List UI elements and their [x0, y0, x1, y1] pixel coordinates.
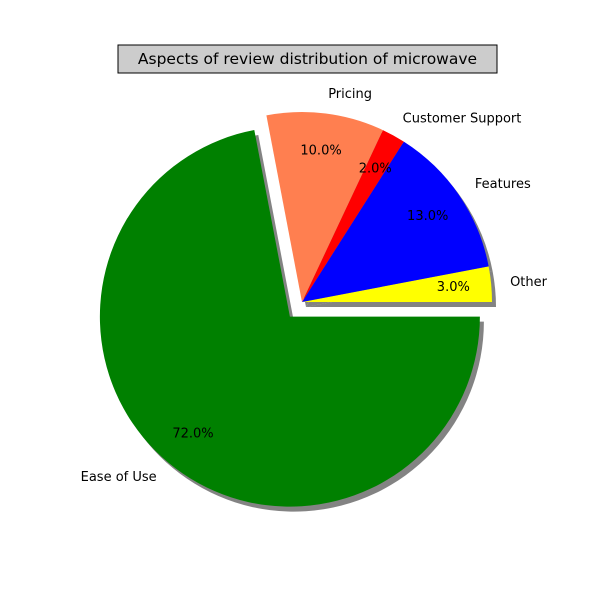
- percent-label-ease-of-use: 72.0%: [172, 426, 213, 441]
- pie-slice-features: [302, 141, 489, 302]
- percent-label-other: 3.0%: [437, 280, 470, 295]
- pie-slice-customer-support: [302, 130, 404, 302]
- percent-labels: 3.0% 13.0% 2.0% 10.0% 72.0%: [172, 144, 469, 442]
- percent-label-pricing: 10.0%: [300, 144, 341, 159]
- slice-label-features: Features: [475, 177, 531, 192]
- slice-label-customer-support: Customer Support: [403, 111, 522, 126]
- pie-slice-other: [302, 266, 492, 302]
- chart-title: Aspects of review distribution of microw…: [117, 44, 498, 74]
- title-box: [117, 44, 498, 74]
- slice-labels: Other Features Customer Support Pricing Ease…: [81, 87, 548, 485]
- pie-slices: [99, 112, 492, 507]
- percent-label-customer-support: 2.0%: [359, 161, 392, 176]
- percent-label-features: 13.0%: [407, 209, 448, 224]
- pie-slice-ease-of-use: [99, 130, 480, 507]
- chart-title-text: Aspects of review distribution of microw…: [138, 50, 477, 68]
- slice-label-other: Other: [510, 275, 548, 290]
- slice-label-pricing: Pricing: [328, 87, 372, 102]
- slice-label-ease-of-use: Ease of Use: [81, 470, 157, 485]
- pie-slice-pricing: [266, 112, 383, 303]
